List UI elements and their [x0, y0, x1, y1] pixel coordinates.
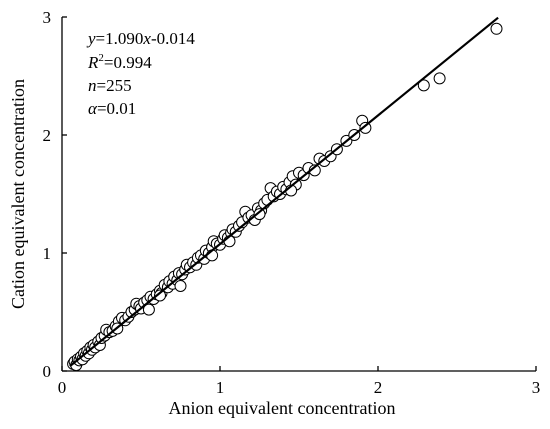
- x-tick-label-2: 2: [374, 378, 383, 397]
- scatter-points: [67, 22, 503, 372]
- y-axis-title: Cation equivalent concentration: [8, 79, 28, 309]
- y-ticks: [62, 16, 67, 372]
- data-point-104: [253, 208, 266, 221]
- y-tick-label-3: 3: [43, 8, 52, 27]
- data-point-101: [142, 303, 155, 316]
- data-point-98: [417, 79, 430, 92]
- data-point-106: [154, 289, 166, 302]
- y-tick-label-2: 2: [43, 126, 52, 145]
- x-tick-label-3: 3: [532, 378, 541, 397]
- annotation-equation: y=1.090x-0.014: [86, 29, 195, 48]
- data-point-100: [490, 22, 503, 35]
- data-point-97: [359, 121, 372, 134]
- y-tick-label-1: 1: [43, 244, 52, 263]
- data-point-102: [174, 280, 187, 292]
- annotation-block: y=1.090x-0.014 R2=0.994 n=255 α=0.01: [86, 29, 195, 118]
- data-point-99: [433, 72, 446, 85]
- x-axis-title: Anion equivalent concentration: [169, 398, 396, 418]
- fit-line: [69, 16, 499, 368]
- x-tick-label-1: 1: [216, 378, 225, 397]
- annotation-alpha: α=0.01: [88, 99, 136, 118]
- x-tick-label-0: 0: [58, 378, 67, 397]
- y-tick-label-0: 0: [43, 362, 52, 381]
- x-ticks: [61, 366, 537, 371]
- annotation-n: n=255: [88, 76, 132, 95]
- annotation-r2: R2=0.994: [87, 52, 152, 72]
